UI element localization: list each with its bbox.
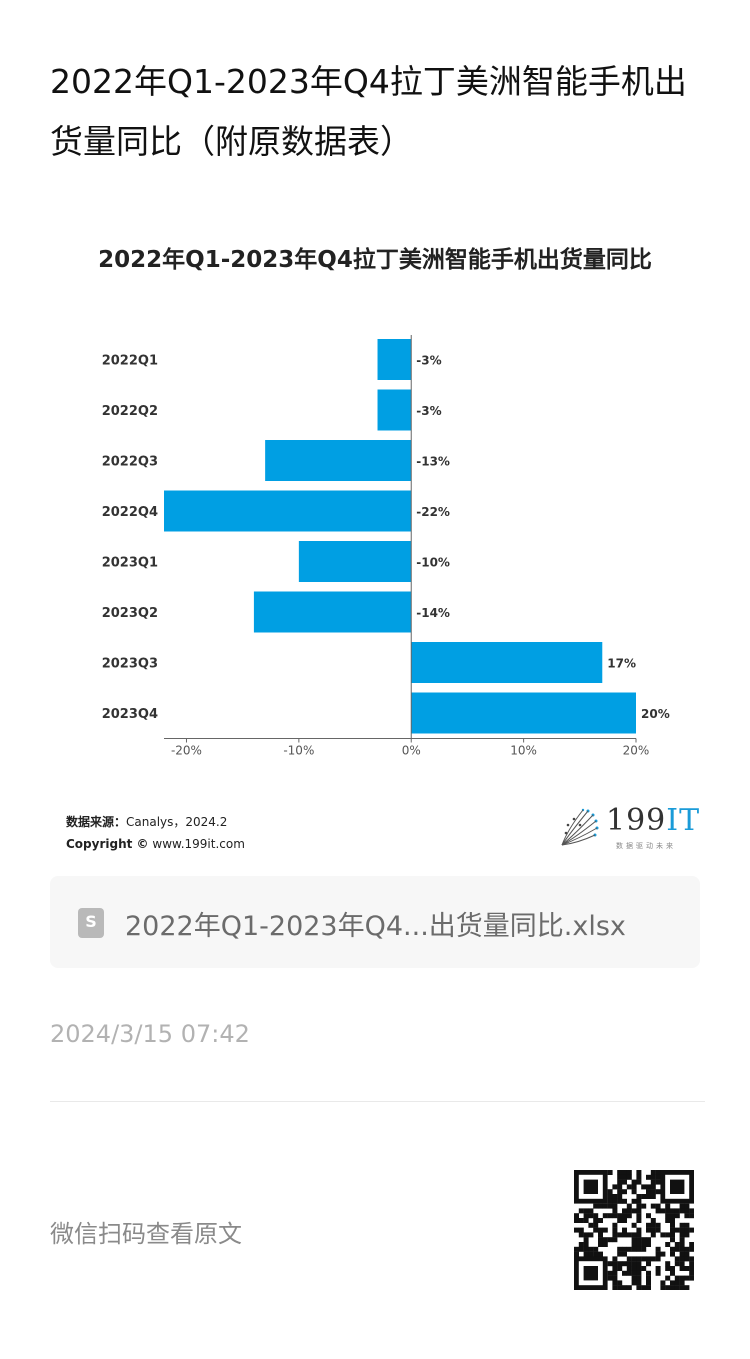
x-tick-label: 20% [623,744,650,758]
data-label: -13% [416,455,450,469]
category-label: 2022Q2 [102,404,158,419]
source-label: 数据来源： [66,815,127,829]
x-tick-label: 0% [402,744,421,758]
category-label: 2023Q1 [102,556,158,571]
qr-hint-text: 微信扫码查看原文 [50,1220,242,1248]
data-label: -10% [416,556,450,570]
logo-number: 199 [606,803,667,838]
chart-title: 2022年Q1-2023年Q4拉丁美洲智能手机出货量同比 [98,247,652,273]
logo-text: 199IT [606,803,700,838]
logo-subtitle: 数据驱动未来 [616,842,676,850]
x-tick-label: 10% [510,744,537,758]
category-label: 2023Q2 [102,606,158,621]
chart-container: 2022年Q1-2023年Q4拉丁美洲智能手机出货量同比 2022Q1 -3% 20… [50,215,700,865]
dandelion-logo-icon [561,808,599,846]
source-value: Canalys，2024.2 [126,815,228,829]
x-tick-label: -10% [283,744,314,758]
copyright-label: Copyright © [66,837,149,851]
category-label: 2022Q1 [102,354,158,369]
bar [411,642,603,683]
divider [50,1101,705,1102]
category-label: 2023Q4 [102,707,158,722]
bar [377,389,412,431]
spreadsheet-file-icon: S [78,908,104,938]
bar-chart: 2022Q1 -3% 2022Q2 -3% 2022Q3 -13% 2022Q4 -22% 20… [102,335,670,758]
bar [265,440,412,481]
qr-code-icon[interactable] [574,1170,694,1290]
data-label: -3% [416,354,441,368]
bar [164,490,412,532]
data-label: -14% [416,606,450,620]
category-label: 2023Q3 [102,657,158,672]
logo-it: IT [666,803,701,838]
brand-logo: 199IT 数据驱动未来 [558,803,700,853]
bar [253,591,412,633]
data-source: 数据来源：Canalys，2024.2 Copyright © www.199i… [66,811,245,855]
bar [411,692,636,734]
x-tick-label: -20% [171,744,202,758]
data-label: -22% [416,505,450,519]
article-title: 2022年Q1-2023年Q4拉丁美洲智能手机出货量同比（附原数据表） [50,62,687,161]
attachment-card[interactable]: S 2022年Q1-2023年Q4...出货量同比.xlsx [50,876,700,968]
publish-timestamp: 2024/3/15 07:42 [50,1020,250,1048]
bar [298,541,412,582]
data-label: 20% [641,707,670,721]
data-label: -3% [416,404,441,418]
category-label: 2022Q4 [102,505,158,520]
category-label: 2022Q3 [102,455,158,470]
file-icon-glyph: S [85,912,97,931]
attachment-file-name[interactable]: 2022年Q1-2023年Q4...出货量同比.xlsx [125,911,626,942]
data-label: 17% [607,657,636,671]
copyright-value: www.199it.com [152,837,245,851]
bar [377,339,412,380]
